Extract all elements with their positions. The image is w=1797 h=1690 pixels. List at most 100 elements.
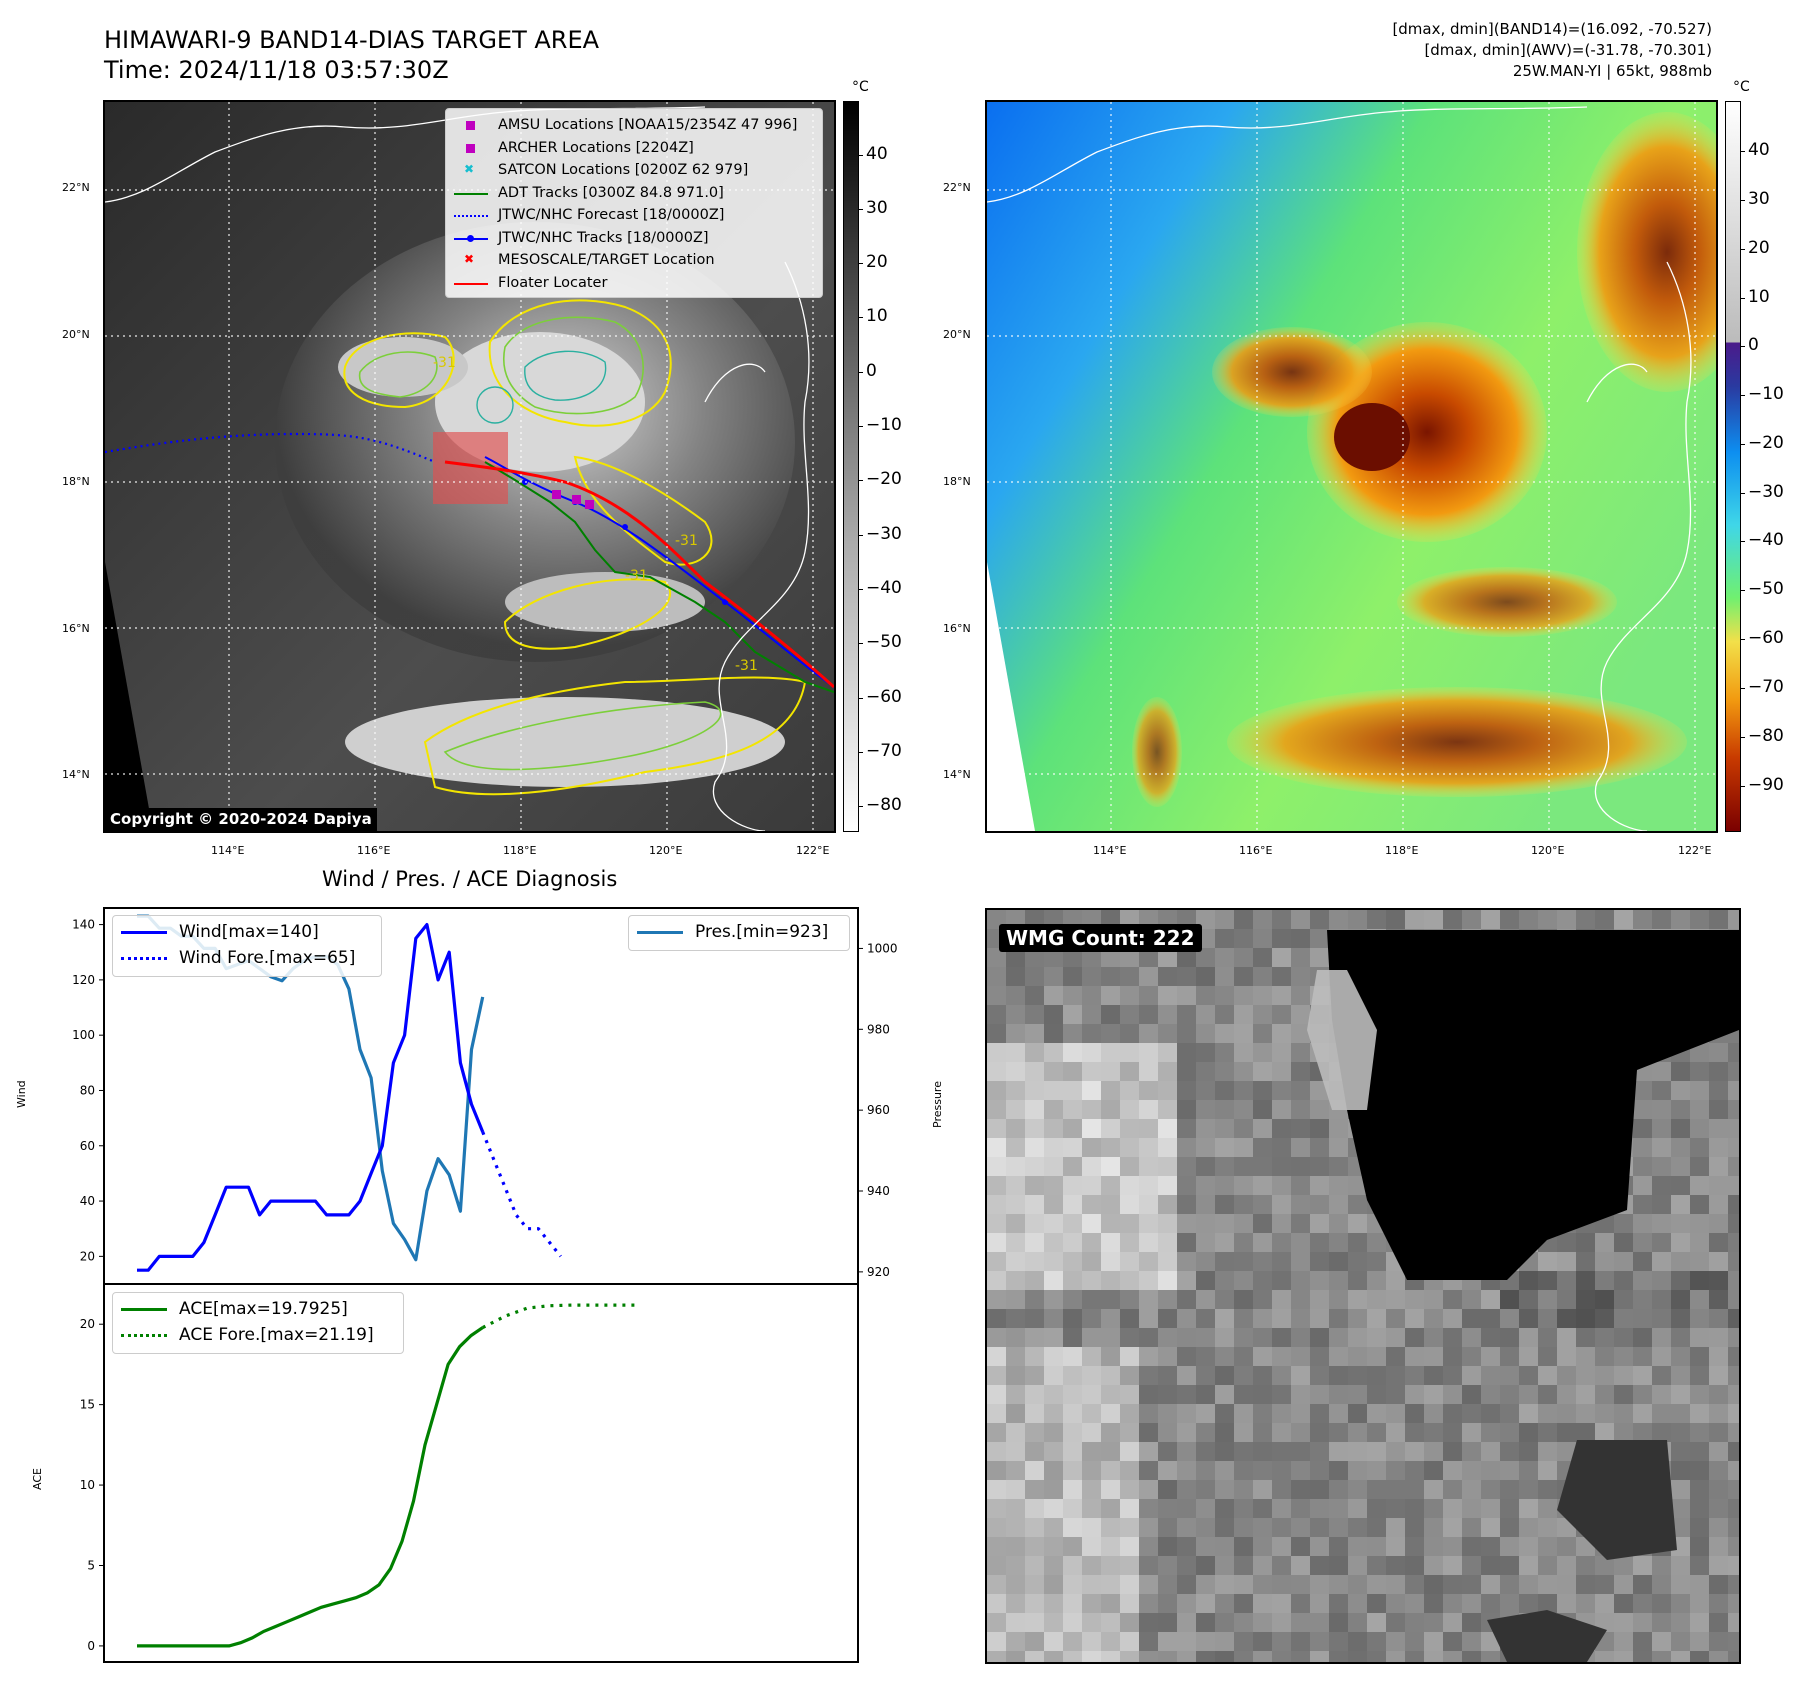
wmg-cell (1367, 1594, 1386, 1613)
wmg-cell (1063, 1024, 1082, 1043)
wmg-cell (1082, 967, 1101, 986)
wmg-cell (1025, 1556, 1044, 1575)
wmg-cell (1538, 910, 1557, 929)
colorbar-tick (859, 263, 863, 264)
wmg-cell (1576, 910, 1595, 929)
wmg-cell (1139, 967, 1158, 986)
wmg-cell (1462, 1442, 1481, 1461)
wmg-cell (1101, 1518, 1120, 1537)
wmg-cell (1253, 1119, 1272, 1138)
wmg-cell (1519, 1499, 1538, 1518)
wmg-cell (1652, 910, 1671, 929)
wmg-cell (1177, 1442, 1196, 1461)
wmg-cell (1443, 1518, 1462, 1537)
wmg-cell (1025, 1404, 1044, 1423)
colorbar-gray-unit: °C (852, 79, 869, 95)
wmg-cell (1101, 1138, 1120, 1157)
wmg-cell (1006, 948, 1025, 967)
wmg-cell (1272, 1461, 1291, 1480)
chart-legend-label: Wind Fore.[max=65] (179, 948, 356, 968)
wmg-cell (1063, 1385, 1082, 1404)
wmg-cell (1063, 1271, 1082, 1290)
wmg-cell (1006, 1613, 1025, 1632)
wmg-cell (987, 1309, 1006, 1328)
wmg-cell (1329, 1309, 1348, 1328)
wmg-cell (1329, 1195, 1348, 1214)
wmg-cell (1063, 1366, 1082, 1385)
wmg-cell (1405, 1480, 1424, 1499)
wmg-cell (987, 1233, 1006, 1252)
wmg-cell (1234, 1214, 1253, 1233)
colorbar-tick (1741, 346, 1745, 347)
wmg-cell (1101, 1024, 1120, 1043)
wmg-cell (1500, 1461, 1519, 1480)
wmg-cell (1671, 1366, 1690, 1385)
wmg-cell (1671, 1157, 1690, 1176)
wmg-cell (1405, 1461, 1424, 1480)
wmg-cell (1139, 986, 1158, 1005)
colorbar-tick (1741, 444, 1745, 445)
wmg-cell (1310, 1594, 1329, 1613)
legend-entry: ✖ MESOSCALE/TARGET Location (452, 252, 820, 270)
wmg-cell (1595, 1556, 1614, 1575)
wind-ytick-label: 60 (80, 1139, 95, 1153)
wmg-cell (1500, 910, 1519, 929)
wmg-cell (1671, 1480, 1690, 1499)
wmg-cell (1367, 1480, 1386, 1499)
contour-label: -31 (675, 533, 698, 549)
wmg-cell (1253, 1594, 1272, 1613)
wmg-cell (1500, 1347, 1519, 1366)
wmg-cell (1253, 1309, 1272, 1328)
colorbar-tick (859, 372, 863, 373)
wmg-cell (1158, 1195, 1177, 1214)
wmg-cell (1633, 1347, 1652, 1366)
northeast-cluster-color (1577, 112, 1716, 392)
wmg-cell (1481, 1309, 1500, 1328)
wmg-cell (1291, 1442, 1310, 1461)
wmg-cell (1538, 1271, 1557, 1290)
wmg-cell (1063, 967, 1082, 986)
wmg-cell (1063, 1632, 1082, 1651)
adt-track (484, 461, 834, 693)
chart-legend: Pres.[min=923] (628, 915, 850, 951)
wmg-cell (1063, 1309, 1082, 1328)
wmg-cell (1595, 1366, 1614, 1385)
map-legend: AMSU Locations [NOAA15/2354Z 47 996] ARCH… (445, 108, 823, 298)
wmg-cell (1272, 1404, 1291, 1423)
wmg-cell (1329, 1366, 1348, 1385)
wmg-cell (1253, 1556, 1272, 1575)
wmg-cell (1291, 1328, 1310, 1347)
wmg-cell (1158, 1252, 1177, 1271)
wmg-cell (1006, 1271, 1025, 1290)
wmg-cell (1025, 1594, 1044, 1613)
wmg-cell (1671, 1499, 1690, 1518)
wmg-cell (1272, 1537, 1291, 1556)
wmg-cell (1405, 1309, 1424, 1328)
wmg-cell (1690, 1081, 1709, 1100)
wmg-cell (1101, 1632, 1120, 1651)
wmg-cell (1367, 1575, 1386, 1594)
wmg-cell (1082, 1613, 1101, 1632)
wmg-cell (1690, 1138, 1709, 1157)
wmg-cell (1253, 1385, 1272, 1404)
wmg-cell (1595, 910, 1614, 929)
pressure-axis-label: Pressure (931, 1081, 944, 1128)
wmg-cell (1329, 1480, 1348, 1499)
coastline-color (987, 106, 1692, 831)
wmg-cell (1063, 1442, 1082, 1461)
wmg-cell (1139, 1252, 1158, 1271)
wmg-cell (1025, 1632, 1044, 1651)
wmg-cell (1671, 1328, 1690, 1347)
wmg-cell (1196, 1575, 1215, 1594)
wmg-cell (1101, 1575, 1120, 1594)
wmg-cell (1386, 910, 1405, 929)
wmg-cell (1576, 1385, 1595, 1404)
wmg-cell (1595, 1385, 1614, 1404)
wmg-cell (987, 1195, 1006, 1214)
wmg-cell (1462, 910, 1481, 929)
wmg-cell (1234, 1461, 1253, 1480)
wmg-cell (1709, 1081, 1728, 1100)
wmg-cell (1481, 1518, 1500, 1537)
wmg-cell (987, 1575, 1006, 1594)
wmg-cell (1158, 986, 1177, 1005)
